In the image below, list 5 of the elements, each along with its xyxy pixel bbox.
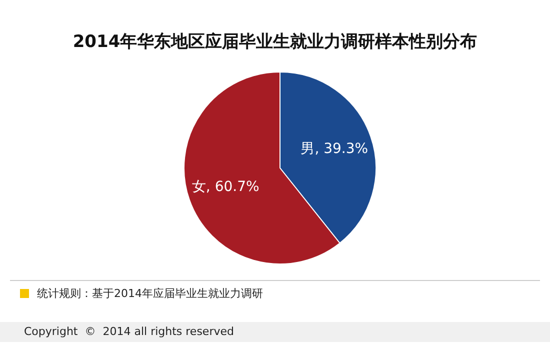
- chart-title: 2014年华东地区应届毕业生就业力调研样本性别分布: [72, 31, 478, 53]
- slice-label: 女, 60.7%: [192, 179, 260, 195]
- text: Copyright © 2014 all rights reserved: [24, 325, 234, 338]
- slice-label: 男, 39.3%: [300, 141, 368, 157]
- text: 统计规则：基于2014年应届毕业生就业力调研: [37, 286, 263, 301]
